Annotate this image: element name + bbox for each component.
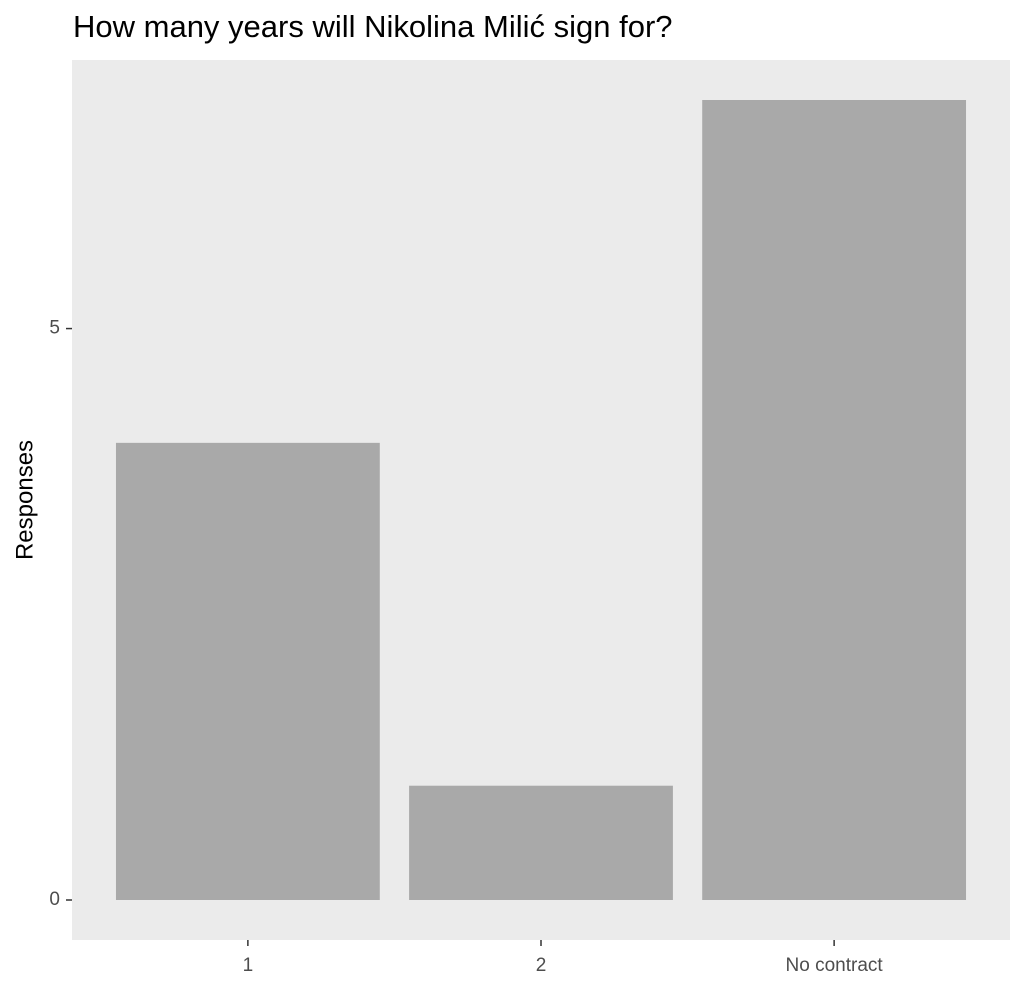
bar <box>115 442 380 900</box>
x-tick-label: 1 <box>243 955 254 976</box>
y-axis-title: Responses <box>11 440 38 560</box>
x-tick-label: No contract <box>786 955 884 976</box>
y-tick-label: 5 <box>49 318 60 339</box>
chart-title: How many years will Nikolina Milić sign … <box>73 9 673 44</box>
x-tick-label: 2 <box>536 955 547 976</box>
y-tick-label: 0 <box>49 889 60 910</box>
bar <box>409 785 673 900</box>
bar <box>702 100 967 900</box>
